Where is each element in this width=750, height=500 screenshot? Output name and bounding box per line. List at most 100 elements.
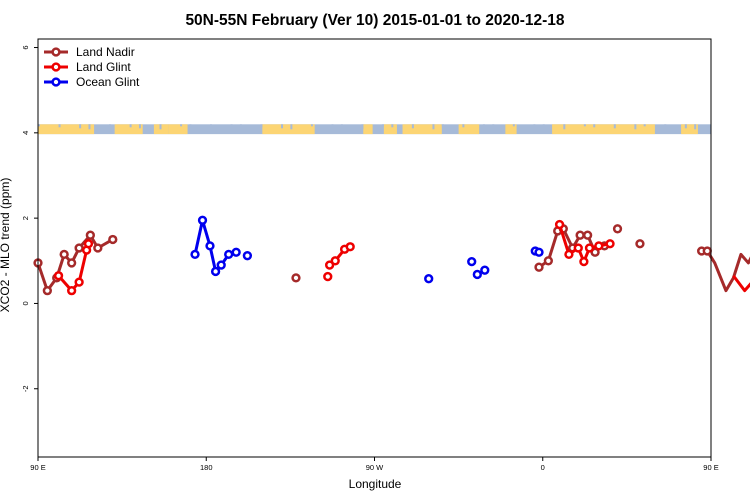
- y-tick-label: 2: [21, 216, 30, 220]
- strip-land-segment: [552, 124, 655, 135]
- data-point: [197, 215, 208, 225]
- data-point: [635, 239, 645, 249]
- land-ocean-strip: [38, 124, 711, 135]
- y-axis-label: XCO2 - MLO trend (ppm): [0, 178, 12, 313]
- series-land-nadir: [33, 224, 750, 296]
- data-point: [564, 249, 574, 260]
- data-point: [53, 271, 64, 281]
- strip-coast-detail: [492, 124, 495, 130]
- y-tick-label: -2: [21, 385, 30, 392]
- data-point: [467, 256, 477, 267]
- legend-marker: [51, 77, 61, 87]
- data-point: [67, 258, 77, 268]
- x-tick-label: 90 E: [703, 463, 718, 472]
- strip-coast-detail: [290, 124, 293, 130]
- data-point: [582, 230, 593, 240]
- strip-coast-detail: [129, 124, 132, 128]
- data-point: [205, 241, 215, 251]
- x-tick-label: 0: [541, 463, 545, 472]
- data-point: [231, 247, 241, 257]
- data-point: [584, 243, 595, 253]
- strip-coast-detail: [109, 124, 112, 127]
- data-point: [330, 256, 340, 266]
- strip-coast-detail: [482, 124, 485, 129]
- strip-land-segment: [402, 124, 442, 135]
- y-axis-ticks: -2 0 2 4 6: [21, 45, 38, 392]
- data-point: [291, 273, 301, 283]
- strip-coast-detail: [79, 124, 82, 129]
- strip-coast-detail: [331, 124, 334, 128]
- strip-coast-detail: [533, 124, 536, 128]
- data-point: [424, 274, 434, 284]
- strip-coast-detail: [432, 124, 435, 130]
- chart-title: 50N-55N February (Ver 10) 2015-01-01 to …: [185, 12, 564, 29]
- data-point: [83, 239, 94, 249]
- data-point: [224, 249, 234, 260]
- strip-coast-detail: [88, 124, 91, 130]
- data-point: [74, 243, 84, 253]
- strip-coast-detail: [512, 124, 515, 127]
- data-point: [579, 256, 589, 267]
- strip-land-segment: [38, 124, 95, 135]
- data-point: [85, 230, 95, 240]
- data-point: [42, 286, 52, 296]
- strip-coast-detail: [563, 124, 566, 130]
- y-tick-label: 6: [21, 45, 30, 49]
- strip-coast-detail: [58, 124, 61, 128]
- x-axis-ticks: 90 E 180 90 W 0 90 E: [30, 457, 719, 472]
- legend-label: Ocean Glint: [76, 75, 140, 89]
- strip-land-segment: [681, 124, 698, 135]
- strip-coast-detail: [189, 124, 192, 128]
- legend-label: Land Nadir: [76, 45, 135, 59]
- strip-coast-detail: [38, 124, 40, 127]
- data-point: [534, 247, 544, 257]
- strip-coast-detail: [664, 124, 667, 128]
- strip-coast-detail: [583, 124, 586, 127]
- strip-land-segment: [505, 124, 517, 135]
- data-point: [605, 239, 615, 249]
- strip-coast-detail: [391, 124, 394, 128]
- y-tick-label: 4: [21, 131, 30, 135]
- data-point: [575, 230, 585, 240]
- strip-coast-detail: [613, 124, 616, 129]
- x-tick-label: 180: [200, 463, 213, 472]
- data-point: [59, 249, 69, 260]
- strip-coast-detail: [462, 124, 465, 128]
- strip-coast-detail: [281, 124, 284, 129]
- x-tick-label: 90 E: [30, 463, 45, 472]
- strip-coast-detail: [593, 124, 596, 128]
- legend-marker: [51, 47, 61, 57]
- data-point: [345, 242, 355, 252]
- strip-coast-detail: [441, 124, 444, 127]
- strip-coast-detail: [381, 124, 384, 127]
- data-point: [67, 286, 77, 296]
- data-point: [590, 247, 600, 257]
- data-point: [702, 246, 712, 256]
- strip-coast-detail: [209, 124, 212, 129]
- legend-marker: [51, 62, 61, 72]
- y-tick-label: 0: [21, 301, 30, 305]
- strip-coast-detail: [239, 124, 242, 127]
- strip-coast-detail: [684, 124, 687, 129]
- data-point: [534, 262, 544, 272]
- data-point: [190, 249, 200, 260]
- strip-land-segment: [262, 124, 315, 135]
- strip-coast-detail: [180, 124, 183, 127]
- strip-coast-detail: [230, 124, 233, 130]
- series-layer: [33, 215, 750, 296]
- data-point: [543, 256, 554, 266]
- x-tick-label: 90 W: [366, 463, 384, 472]
- x-axis-label: Longitude: [349, 477, 402, 491]
- strip-coast-detail: [340, 124, 343, 129]
- strip-coast-detail: [634, 124, 637, 130]
- strip-land-segment: [168, 124, 188, 135]
- data-point: [242, 251, 253, 261]
- strip-coast-detail: [310, 124, 313, 127]
- strip-coast-detail: [138, 124, 141, 129]
- strip-coast-detail: [694, 124, 697, 130]
- data-point: [472, 269, 482, 280]
- data-point: [594, 241, 604, 251]
